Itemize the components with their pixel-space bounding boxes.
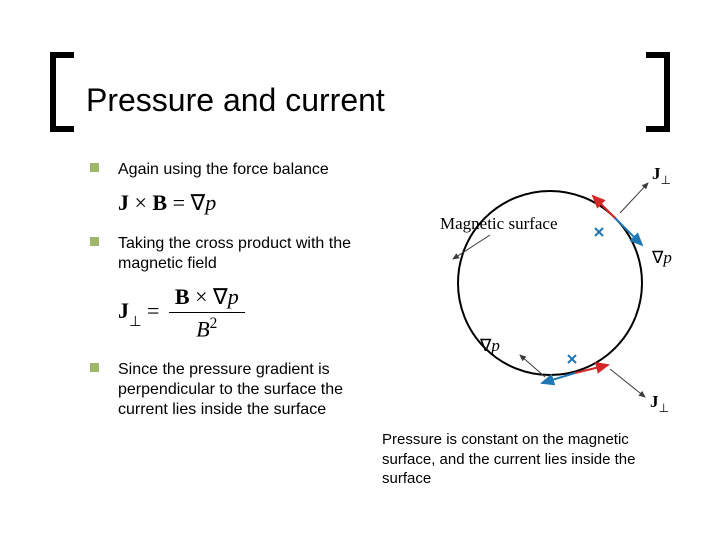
bullet-3-text: Since the pressure gradient is perpendic… [118,360,368,420]
diagram-caption: Pressure is constant on the magnetic sur… [382,430,672,489]
bullet-1-text: Again using the force balance [118,160,368,180]
bullet-2-text: Taking the cross product with the magnet… [118,234,368,274]
j-bot-pointer [610,369,645,397]
bullet-marker-icon [90,163,99,172]
gradp-bot-label: ∇p [479,336,500,355]
magnetic-surface-diagram: J⊥ ∇p Magnetic surface J⊥ ∇p [420,155,700,415]
gradp-top-label: ∇p [651,248,672,267]
title-row: Pressure and current [50,52,670,132]
gradp-top-arrow [615,218,642,245]
right-bracket-icon [646,52,670,132]
j-bot-label: J⊥ [650,392,669,415]
j-top-arrow [593,196,615,218]
magsurf-pointer [453,235,490,259]
magsurf-label: Magnetic surface [440,214,558,233]
j-top-pointer [620,183,648,213]
bullet-marker-icon [90,363,99,372]
j-top-label: J⊥ [652,164,671,187]
b-field-cross-icon [568,355,576,363]
slide: Pressure and current Again using the for… [0,0,720,540]
left-bracket-icon [50,52,74,132]
bullet-marker-icon [90,237,99,246]
b-field-cross-icon [595,228,603,236]
slide-title: Pressure and current [86,82,385,119]
